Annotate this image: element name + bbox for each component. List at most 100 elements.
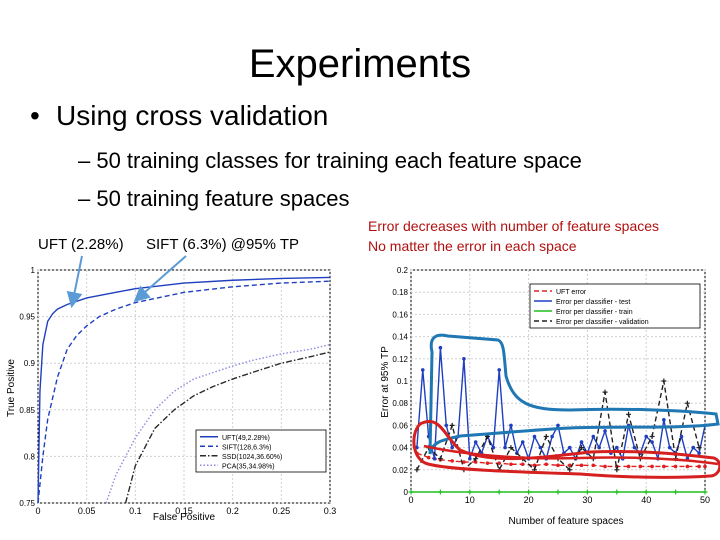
slide-title: Experiments [248, 42, 472, 86]
data-point [684, 400, 690, 406]
note-line-1: Error decreases with number of feature s… [368, 218, 660, 234]
x-tick-label: 0.05 [78, 506, 96, 516]
data-point [538, 445, 543, 450]
roc-legend: UFT(49,2.28%) SIFT(128,6.3%) SSD(1024,36.6… [195, 429, 327, 473]
data-point [667, 445, 672, 450]
legend-label: PCA(35,34.98%) [222, 463, 275, 470]
data-point [614, 467, 620, 473]
data-point [579, 440, 584, 444]
highlight-loop-blue [428, 333, 720, 455]
data-point [603, 464, 607, 469]
data-point [662, 418, 666, 422]
data-point [544, 462, 549, 467]
legend-label: UFT error [556, 289, 587, 296]
highlight-line-red [423, 444, 719, 466]
y-tick-label: 0.75 [19, 499, 35, 508]
data-point [685, 464, 690, 469]
series-line-1 [416, 347, 706, 462]
x-tick-label: 0.2 [226, 506, 239, 516]
y-tick-label: 0.14 [392, 333, 408, 342]
data-point [626, 464, 631, 469]
series-line-2 [124, 351, 331, 504]
y-tick-label: 0.2 [397, 266, 409, 275]
data-point [603, 429, 607, 433]
series-line-1 [37, 280, 331, 504]
data-point [414, 467, 420, 473]
data-point [602, 389, 608, 395]
data-point [449, 422, 455, 428]
data-point [614, 489, 620, 495]
data-point [462, 460, 466, 464]
y-tick-label: 0.1 [397, 377, 409, 386]
data-point [644, 434, 648, 439]
data-point [703, 464, 707, 469]
annotation-note: Error decreases with number of feature s… [368, 216, 659, 256]
legend-label: SSD(1024,36.60%) [222, 454, 282, 461]
error-xlabel: Number of feature spaces [508, 516, 623, 527]
data-point [632, 445, 637, 450]
series-line-0 [416, 452, 705, 468]
y-tick-label: 0.9 [24, 359, 36, 368]
data-point [503, 445, 507, 450]
data-point [556, 463, 560, 468]
data-point [450, 459, 454, 463]
data-point [673, 489, 679, 495]
y-tick-label: 1 [31, 266, 36, 275]
data-point [473, 456, 479, 462]
note-line-2: No matter the error in each space [368, 238, 577, 254]
data-point [615, 445, 619, 450]
y-tick-label: 0.18 [392, 288, 408, 297]
data-point [584, 489, 590, 495]
data-point [432, 456, 437, 461]
data-point [543, 434, 549, 439]
x-tick-label: 0.1 [129, 506, 142, 516]
x-tick-label: 0 [35, 506, 40, 516]
x-tick-label: 50 [700, 495, 710, 505]
x-tick-label: 0.15 [175, 506, 193, 516]
error-chart: 0 10 20 30 40 50 0 0.02 0.04 0.06 0.08 0.1 0.12 0.14 0… [380, 266, 720, 527]
y-tick-label: 0.85 [19, 406, 35, 415]
data-point [520, 462, 525, 467]
legend-label: UFT(49,2.28%) [222, 435, 270, 442]
bullet-text: Using cross validation [56, 100, 329, 131]
data-point [567, 463, 572, 468]
data-point [556, 423, 560, 428]
error-legend: UFT error Error per classifier - test Erro… [529, 283, 701, 329]
x-tick-label: 20 [524, 495, 534, 505]
data-point [467, 489, 473, 495]
data-point [508, 445, 514, 451]
y-tick-label: 0.04 [392, 444, 408, 453]
legend-label: Error per classifier - train [556, 309, 633, 316]
roc-ylabel: True Positive [6, 359, 17, 417]
legend-box [529, 283, 701, 329]
data-point [520, 440, 525, 444]
data-point [509, 423, 513, 428]
data-point [550, 434, 554, 439]
x-tick-label: 10 [465, 495, 475, 505]
data-point [626, 411, 632, 417]
data-point [509, 462, 513, 467]
error-ylabel: Error at 95% TP [380, 346, 391, 418]
data-point [437, 456, 443, 462]
data-point [650, 440, 654, 444]
bullet-dot-icon: • [30, 100, 40, 131]
data-point [697, 451, 701, 455]
data-point [691, 445, 696, 450]
x-tick-label: 0.3 [324, 506, 337, 516]
legend-label: Error per classifier - test [556, 299, 630, 306]
y-tick-label: 0.02 [392, 466, 408, 475]
data-point [438, 345, 443, 350]
data-point [497, 461, 501, 465]
data-point [497, 368, 501, 372]
series-line-3 [105, 343, 331, 504]
data-point [579, 463, 584, 468]
y-tick-label: 0.16 [392, 310, 408, 319]
y-tick-label: 0.8 [24, 452, 36, 461]
data-point [597, 445, 601, 450]
data-point [468, 456, 472, 461]
data-point [567, 467, 573, 473]
data-point [673, 464, 678, 469]
data-point [408, 489, 414, 495]
data-point [485, 461, 490, 465]
data-point [437, 489, 443, 495]
